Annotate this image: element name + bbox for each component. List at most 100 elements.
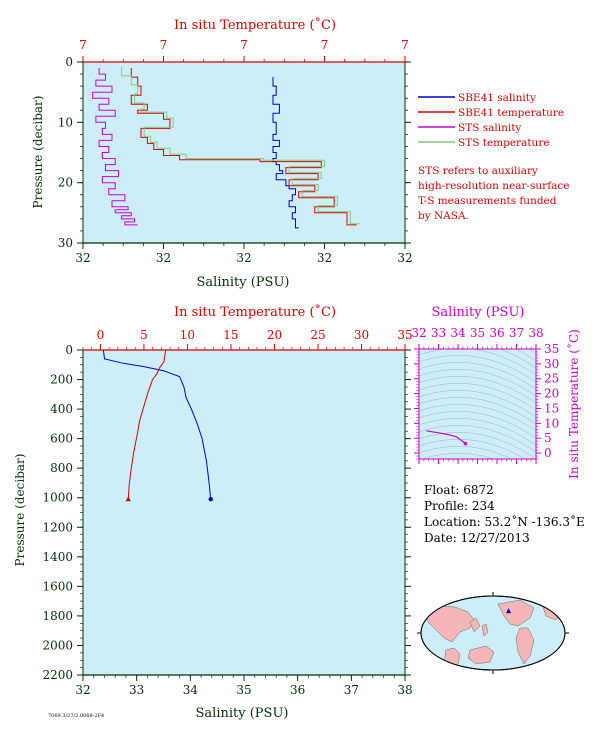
top-chart-y-axis-label: Pressure (decibar)	[31, 96, 45, 209]
profile-bottom-tick-label: 36	[290, 683, 305, 697]
ts-top-tick-label: 34	[450, 326, 466, 340]
ts-top-tick-label: 32	[411, 326, 426, 340]
profile-chart-bottom-axis-label: Salinity (PSU)	[196, 706, 289, 721]
profile-top-tick-label: 5	[140, 328, 148, 342]
profile-temperature-end-marker	[125, 496, 131, 502]
ts-isopycnal-line	[421, 453, 495, 459]
ts-right-tick-label: 35	[544, 342, 559, 356]
ts-series-layer	[426, 430, 468, 446]
ts-isopycnal-line	[419, 418, 536, 446]
ts-top-tick-label: 37	[509, 326, 524, 340]
sts-note-line-2: high-resolution near-surface	[418, 180, 569, 192]
ts-isopycnal-line	[419, 432, 536, 459]
ts-isopycnal-line	[419, 271, 536, 298]
top-series-layer	[92, 66, 360, 229]
profile-y-tick-label: 400	[50, 402, 73, 416]
profile-y-tick-label: 600	[50, 432, 73, 446]
top-axes-layer: 7 7 7 7 7 32 32 32 32 32 0 10 20 30	[58, 38, 413, 265]
profile-temperature-line	[127, 349, 167, 500]
profile-y-tick-label: 1600	[42, 579, 73, 593]
profile-y-tick-label: 2200	[42, 668, 73, 682]
top-series-line-3	[121, 66, 360, 225]
ts-plot-area	[418, 348, 537, 460]
ts-isopycnal-line	[419, 369, 536, 397]
profile-chart-y-axis-label: Pressure (decibar)	[13, 454, 27, 567]
profile-y-tick-label: 2000	[42, 638, 73, 652]
profile-top-tick-label: 0	[97, 328, 105, 342]
ts-top-tick-label: 36	[489, 326, 504, 340]
ts-top-tick-label: 35	[470, 326, 485, 340]
profile-y-tick-label: 1400	[42, 550, 73, 564]
map-landmass-0	[425, 605, 475, 643]
legend-label-sts-temperature: STS temperature	[458, 137, 550, 149]
top-plot-area	[82, 61, 406, 244]
top-chart-bottom-tick-label: 32	[397, 251, 412, 265]
profile-bottom-tick-label: 38	[397, 683, 412, 697]
profile-axes-layer: 0 5 10 15 20 25 30 35 32 33 34 35 36 37 38 0 200 400 600 80…	[42, 328, 412, 697]
profile-bottom-tick-label: 35	[236, 683, 251, 697]
float-location: Location: 53.2˚N -136.3˚E	[424, 515, 585, 529]
profile-bottom-tick-label: 37	[344, 683, 359, 697]
ts-isopycnal-line	[419, 439, 526, 459]
ts-isopycnal-line	[419, 264, 536, 291]
top-series-line-0	[272, 77, 299, 229]
profile-y-tick-label: 0	[65, 343, 73, 357]
profile-date: Date: 12/27/2013	[424, 531, 530, 545]
ts-isopycnal-line	[419, 278, 536, 305]
ts-isopycnal-line	[419, 376, 536, 404]
profile-chart: 0 5 10 15 20 25 30 35 32 33 34 35 36 37 38 0 200 400 600 80…	[13, 304, 413, 721]
profile-salinity-line	[102, 349, 212, 500]
ts-right-tick-label: 10	[544, 416, 559, 430]
ts-profile-end-marker	[463, 441, 468, 446]
ts-profile-line	[426, 430, 466, 444]
top-chart-y-tick-label: 0	[65, 55, 73, 69]
ts-isopycnal-line	[419, 425, 536, 453]
footer-stamp: 7069.3/27/2.0088-2F4	[48, 713, 104, 719]
top-chart-bottom-tick-label: 32	[236, 251, 251, 265]
ts-right-tick-label: 20	[544, 387, 559, 401]
profile-top-tick-label: 30	[354, 328, 369, 342]
ts-right-tick-label: 5	[544, 431, 552, 445]
profile-y-tick-label: 1800	[42, 609, 73, 623]
profile-top-tick-label: 20	[267, 328, 282, 342]
top-chart-top-axis-label: In situ Temperature (˚C)	[174, 17, 336, 33]
legend-label-sts-salinity: STS salinity	[458, 122, 521, 134]
profile-top-tick-label: 25	[310, 328, 325, 342]
ts-isopycnal-line	[515, 349, 536, 362]
profile-bottom-tick-label: 34	[183, 683, 199, 697]
ts-right-tick-label: 15	[544, 401, 559, 415]
top-series-line-1	[130, 68, 357, 226]
ts-isopycnal-line	[419, 404, 536, 432]
top-chart-bottom-tick-label: 32	[156, 251, 171, 265]
ts-right-tick-label: 25	[544, 372, 559, 386]
top-chart-y-tick-label: 10	[58, 115, 73, 129]
profile-salinity-end-marker	[208, 497, 213, 502]
ts-isopycnal-line	[419, 355, 536, 383]
top-chart-bottom-axis-label: Salinity (PSU)	[197, 275, 290, 290]
top-chart-y-tick-label: 20	[58, 176, 73, 190]
legend-label-sbe41-salinity: SBE41 salinity	[458, 92, 536, 104]
top-chart-y-tick-label: 30	[58, 236, 73, 250]
world-map	[417, 592, 569, 674]
ts-isopycnal-line	[419, 397, 536, 425]
ts-isopycnal-line	[419, 349, 536, 376]
map-float-marker	[506, 608, 512, 614]
map-landmass-3	[481, 623, 489, 637]
ts-right-tick-label: 30	[544, 357, 559, 371]
top-chart-bottom-tick-label: 32	[75, 251, 90, 265]
profile-series-layer	[102, 349, 213, 502]
profile-y-tick-label: 800	[50, 461, 73, 475]
map-landmass-2	[469, 617, 481, 633]
profile-bottom-tick-label: 32	[75, 683, 90, 697]
ts-top-tick-label: 38	[528, 326, 543, 340]
profile-y-tick-label: 200	[50, 373, 73, 387]
ts-right-tick-label: 0	[544, 446, 552, 460]
profile-y-tick-label: 1000	[42, 491, 73, 505]
ts-isopycnal-layer	[419, 264, 536, 459]
top-chart: 7 7 7 7 7 32 32 32 32 32 0 10 20 30 In situ Temperatu…	[31, 17, 413, 290]
ts-isopycnal-line	[499, 349, 536, 369]
sts-note-line-3: T-S measurements funded	[418, 195, 557, 207]
